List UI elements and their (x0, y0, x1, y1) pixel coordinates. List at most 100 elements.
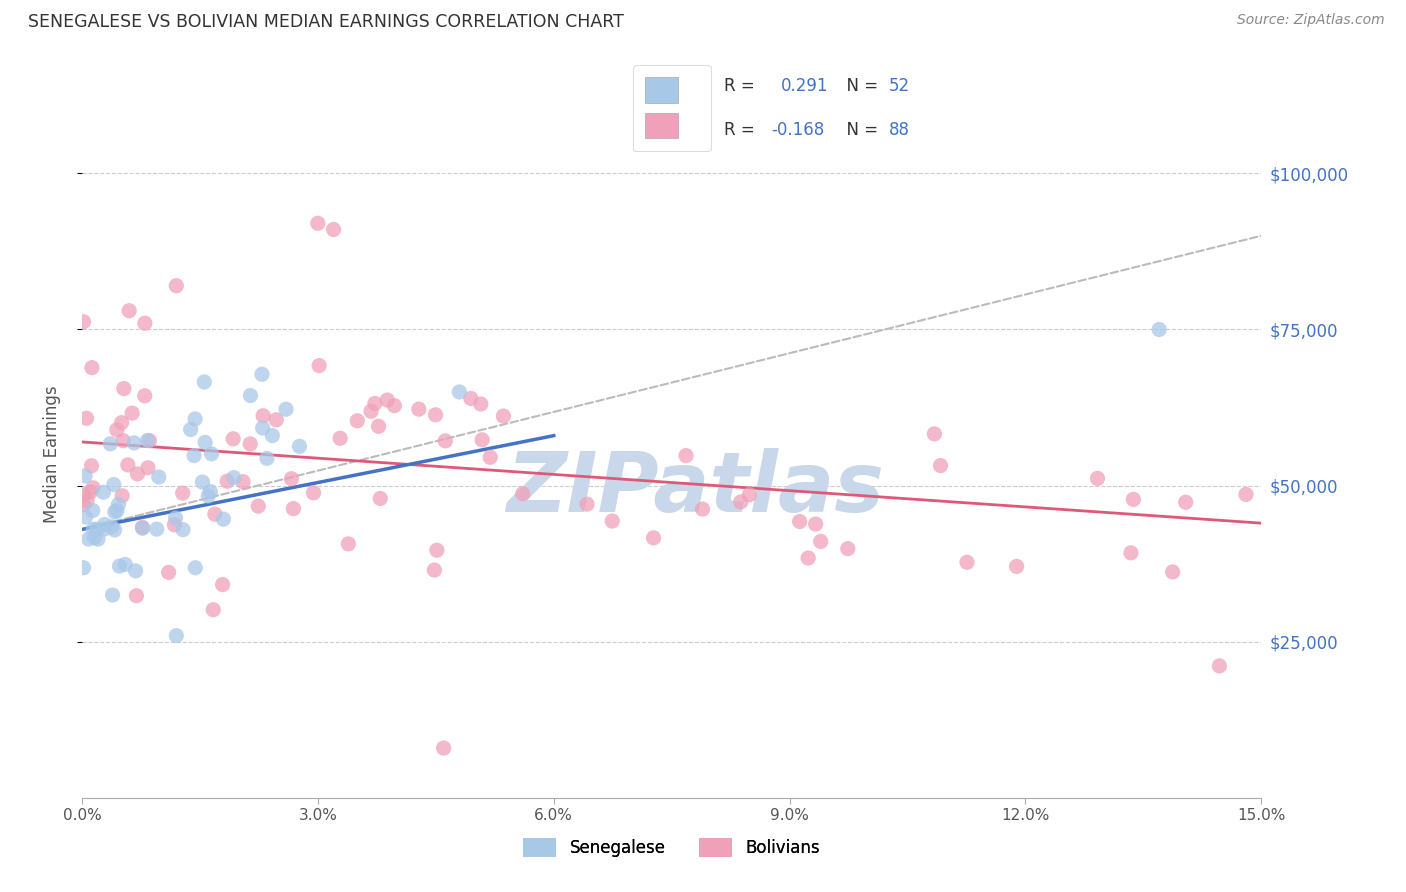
Point (98, 437, 121, 451)
Point (675, 449, 697, 463)
Point (1161, 565, 1184, 579)
Point (76, 411, 98, 425)
Point (86, 522, 108, 536)
Point (239, 388, 262, 402)
Point (138, 434, 160, 448)
Point (111, 416, 134, 430)
Point (308, 359, 330, 373)
Point (165, 278, 187, 293)
Point (131, 520, 153, 534)
Point (191, 475, 214, 489)
Point (280, 472, 302, 486)
Point (104, 523, 127, 537)
Point (1005, 559, 1028, 574)
Point (93, 522, 115, 536)
Point (172, 486, 194, 500)
Point (79, 485, 101, 500)
Point (125, 589, 148, 603)
Point (157, 566, 180, 580)
Point (122, 436, 145, 450)
Point (479, 450, 502, 465)
Point (425, 408, 447, 422)
Point (1147, 322, 1170, 336)
Point (576, 497, 599, 511)
Point (274, 402, 297, 417)
Point (837, 541, 859, 556)
Point (172, 523, 194, 537)
Point (288, 439, 311, 453)
Text: 88: 88 (889, 120, 910, 138)
Point (202, 603, 225, 617)
Text: SENEGALESE VS BOLIVIAN MEDIAN EARNINGS CORRELATION CHART: SENEGALESE VS BOLIVIAN MEDIAN EARNINGS C… (28, 13, 624, 31)
Point (368, 491, 391, 506)
Point (107, 498, 129, 512)
Text: N =: N = (835, 120, 883, 138)
Point (247, 499, 270, 513)
Point (197, 489, 219, 503)
Point (163, 517, 186, 532)
Point (789, 515, 811, 529)
Point (145, 522, 167, 536)
Point (738, 488, 761, 502)
Point (93, 485, 115, 500)
Point (111, 489, 134, 503)
Point (262, 428, 284, 442)
Point (104, 505, 127, 519)
Point (180, 422, 202, 436)
Point (367, 419, 389, 434)
Point (329, 431, 352, 445)
Point (112, 382, 135, 396)
Point (82, 522, 104, 536)
Y-axis label: Median Earnings: Median Earnings (44, 385, 60, 524)
Point (256, 451, 278, 466)
Point (804, 517, 827, 532)
Point (956, 555, 979, 569)
Point (1087, 471, 1109, 485)
Point (80, 360, 103, 375)
Point (136, 434, 159, 448)
Point (492, 409, 515, 423)
Point (337, 537, 360, 551)
Point (131, 521, 153, 535)
Point (375, 392, 398, 407)
Point (124, 564, 146, 578)
Point (75, 510, 97, 524)
Point (382, 399, 405, 413)
Point (600, 514, 623, 528)
Point (76, 494, 98, 508)
Point (82, 503, 104, 517)
Point (77, 532, 100, 546)
Point (212, 512, 235, 526)
Point (165, 511, 187, 525)
Point (232, 475, 254, 489)
Point (87, 532, 110, 546)
Point (426, 543, 449, 558)
Point (433, 741, 456, 756)
Point (924, 426, 946, 441)
Point (114, 558, 136, 572)
Point (512, 487, 534, 501)
Point (250, 368, 273, 382)
Point (434, 434, 457, 448)
Point (1234, 487, 1257, 501)
Point (692, 502, 714, 516)
Point (346, 414, 368, 428)
Point (643, 531, 665, 545)
Point (82, 481, 104, 495)
Point (100, 520, 122, 534)
Point (252, 409, 274, 423)
Point (423, 563, 446, 577)
Point (83, 531, 105, 545)
Point (730, 495, 752, 509)
Text: 52: 52 (889, 78, 910, 95)
Point (460, 392, 482, 406)
Point (194, 435, 217, 450)
Point (364, 396, 387, 410)
Point (264, 413, 287, 427)
Point (200, 484, 222, 499)
Point (810, 534, 832, 549)
Text: -0.168: -0.168 (770, 120, 824, 138)
Point (118, 303, 141, 318)
Point (75, 469, 97, 483)
Point (1208, 659, 1230, 673)
